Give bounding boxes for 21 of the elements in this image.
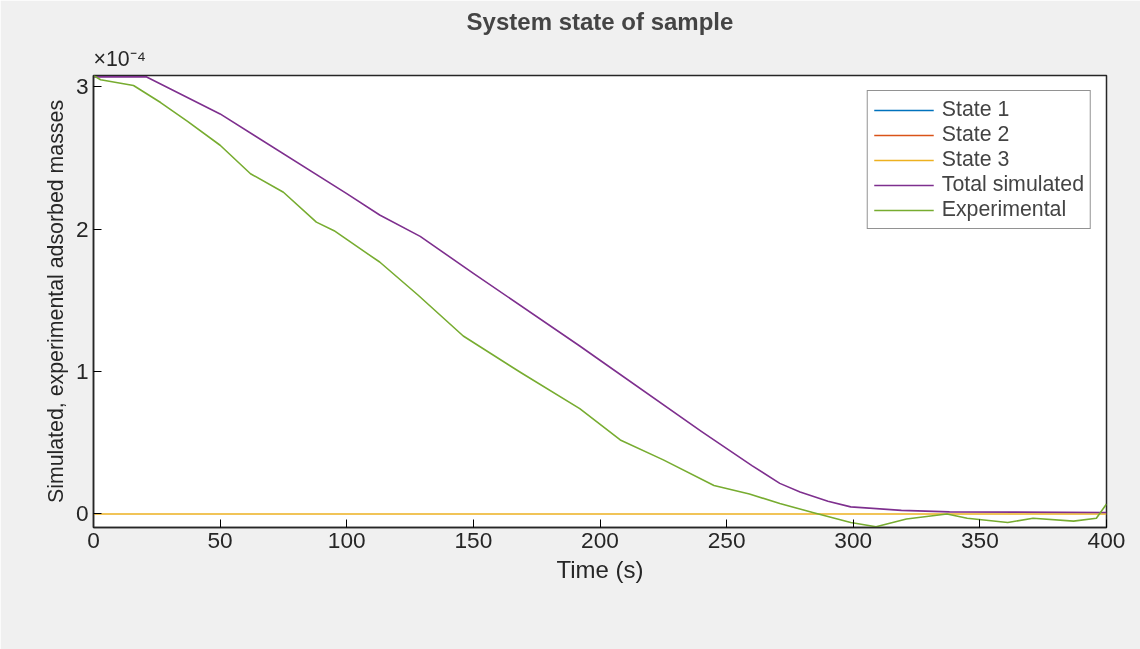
y-tick-label: 2 [75, 215, 89, 242]
legend-label: Experimental [941, 197, 1067, 222]
x-tick-label: 50 [207, 526, 233, 553]
x-tick-label: 300 [834, 526, 873, 553]
y-tick-label: 1 [75, 358, 89, 385]
x-tick-label: 200 [581, 526, 619, 553]
legend-label: State 2 [941, 122, 1010, 147]
legend-label: Total simulated [941, 172, 1084, 197]
y-axis-title: Simulated, experimental adsorbed masses [43, 99, 68, 504]
y-tick-label: 3 [75, 73, 89, 100]
x-tick-label: 400 [1087, 526, 1126, 553]
y-tick-label: 0 [75, 500, 89, 527]
x-tick-label: 250 [707, 526, 746, 553]
x-axis-title: Time (s) [556, 555, 644, 583]
x-tick-label: 350 [960, 526, 999, 553]
x-tick-label: 100 [327, 526, 366, 553]
legend-label: State 3 [941, 147, 1010, 172]
chart-title: System state of sample [466, 7, 734, 35]
legend-label: State 1 [941, 97, 1010, 122]
text: ×10⁻⁴ [93, 46, 146, 71]
x-tick-label: 150 [454, 526, 493, 553]
